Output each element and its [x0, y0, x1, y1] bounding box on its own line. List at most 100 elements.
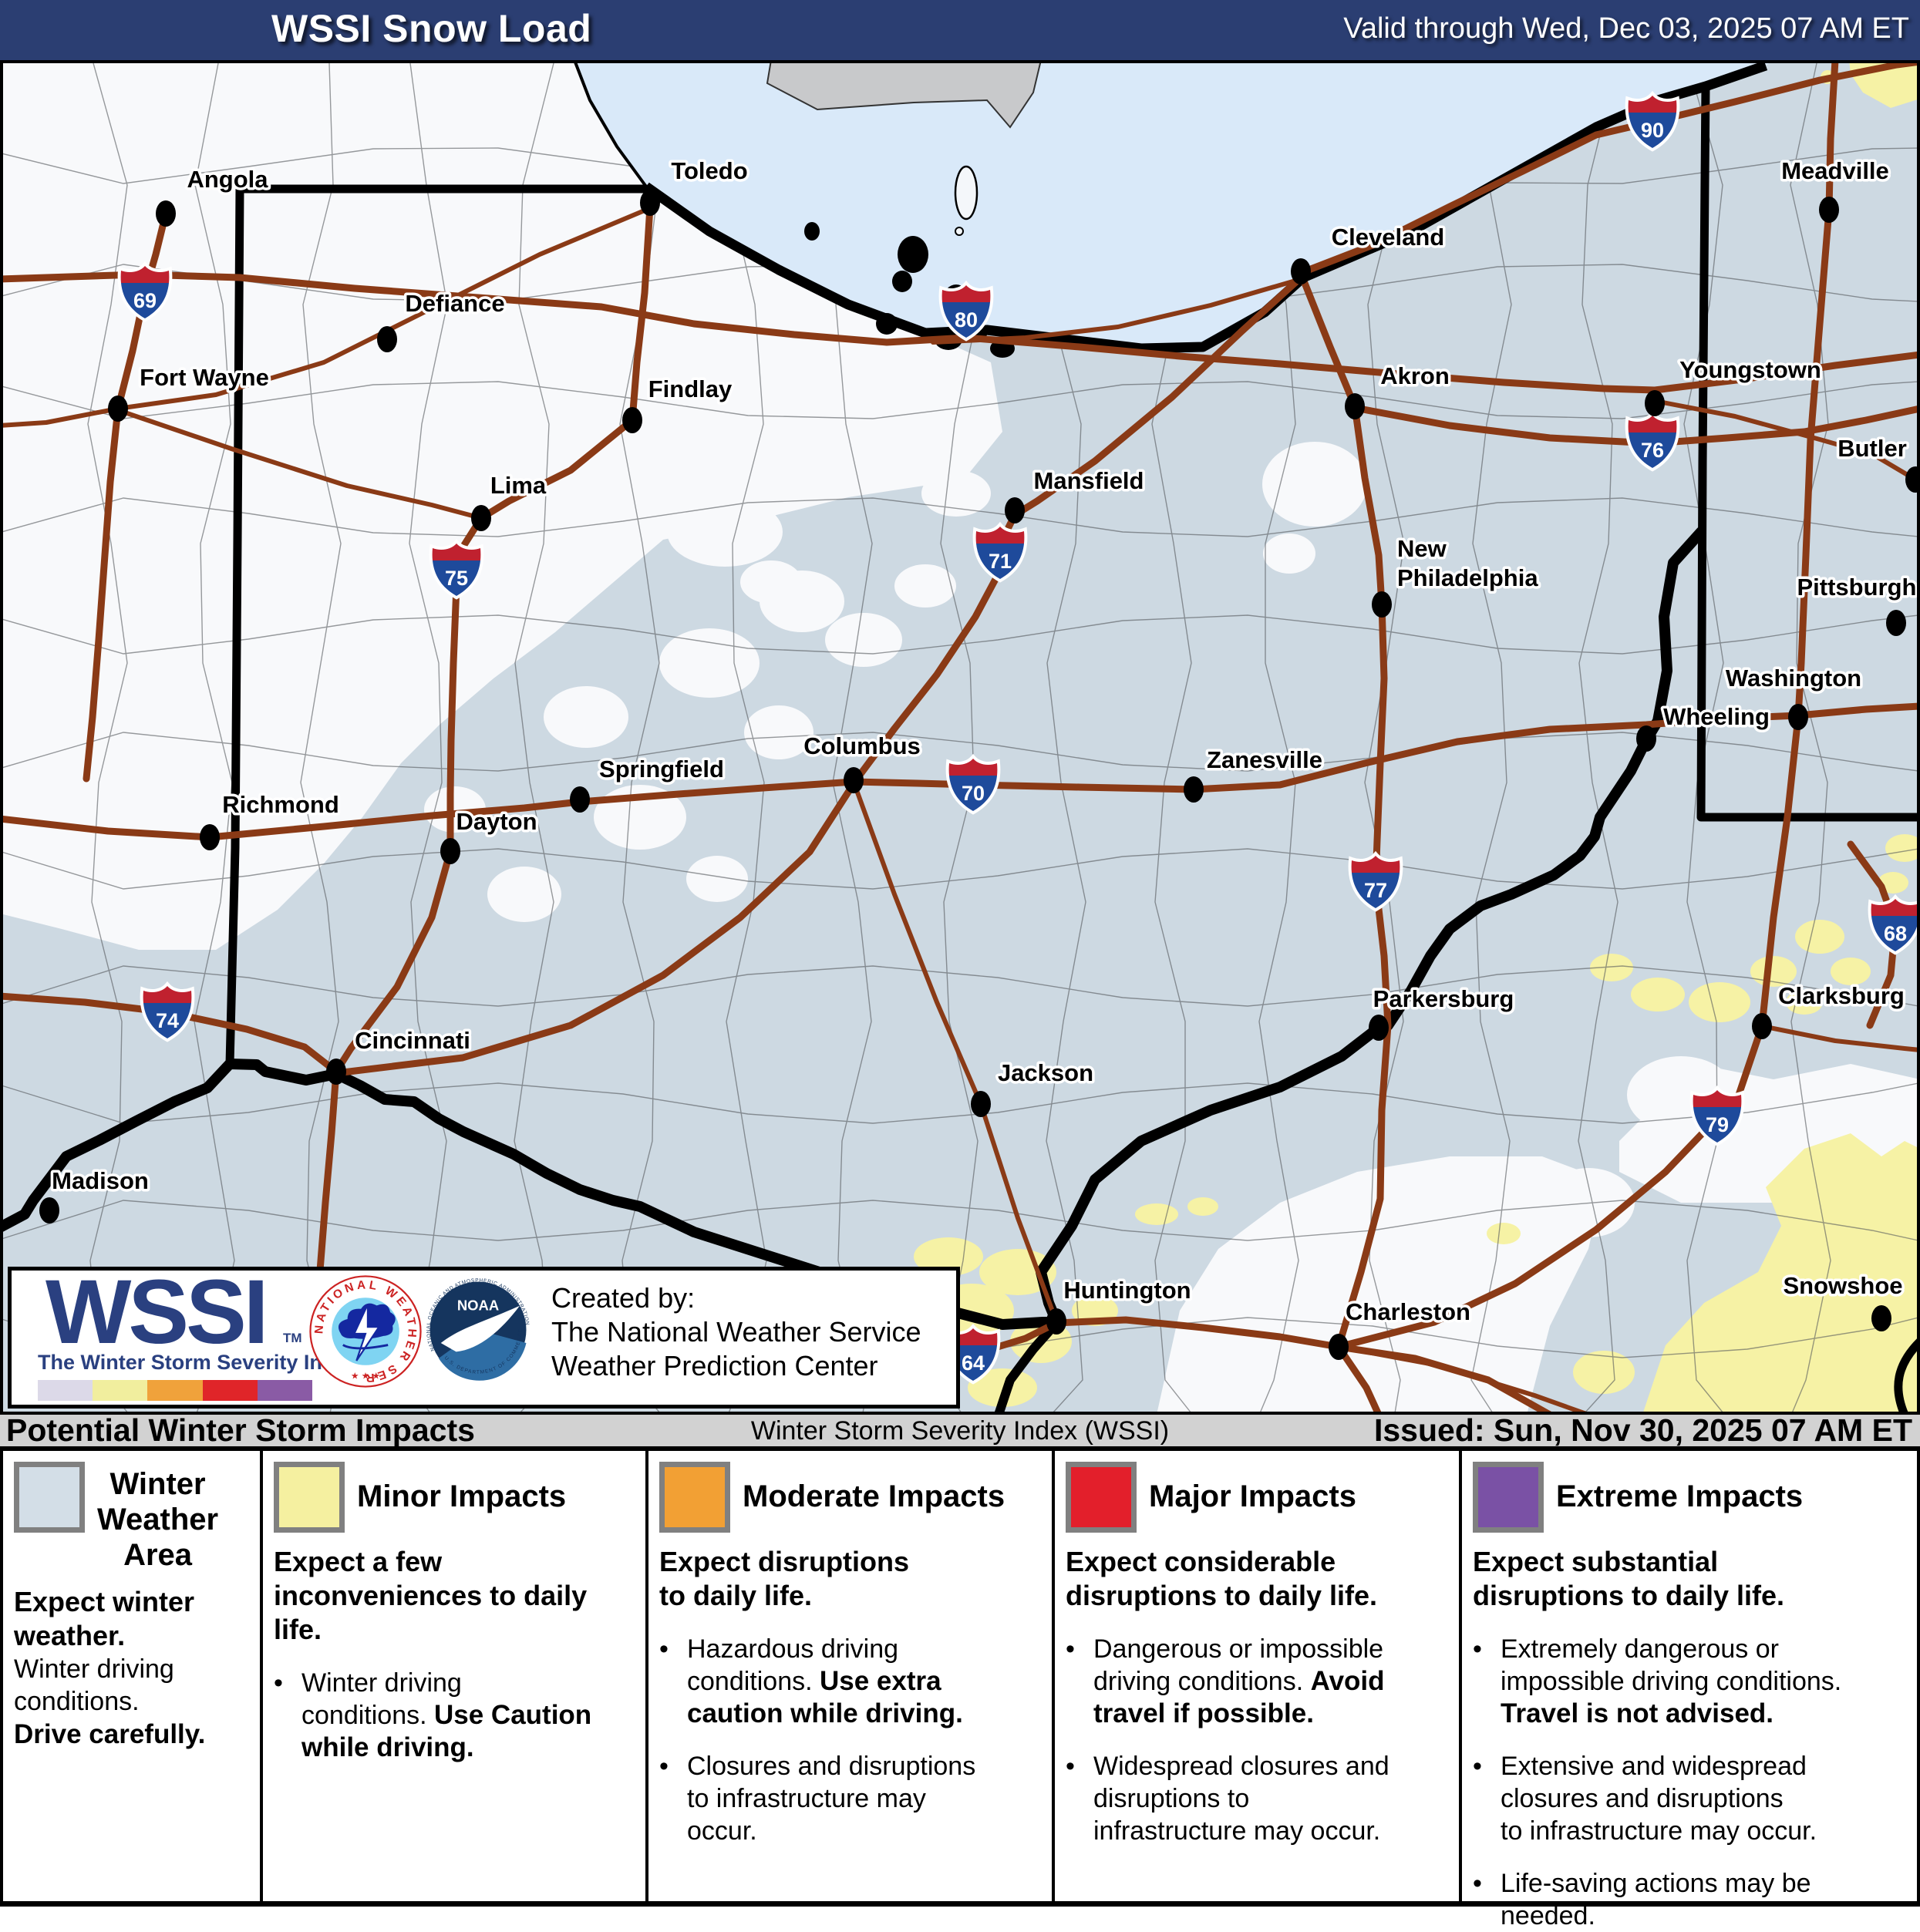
city-dot: [1184, 776, 1204, 803]
minor-impacts-region: [906, 60, 1918, 1415]
legend-bullet: Closures and disruptions to infrastructu…: [687, 1752, 976, 1846]
city-pittsburgh: Pittsburgh: [1794, 571, 1918, 636]
city-meadville: Meadville: [1779, 155, 1891, 223]
severity-strip-swatch: [202, 1380, 258, 1401]
city-dot: [1752, 1013, 1772, 1039]
city-dot: [377, 326, 397, 352]
city-label: Youngstown: [1679, 356, 1821, 383]
interstate-69-shield: 69: [121, 266, 170, 318]
legend-bullet-bold: Use extra caution while driving.: [687, 1666, 963, 1728]
legend-bullet: Dangerous or impossible driving conditio…: [1093, 1634, 1384, 1696]
header-bar: WSSI Snow Load Valid through Wed, Dec 03…: [0, 0, 1920, 60]
impact-legend: Winter Weather Area Expect winter weathe…: [0, 1451, 1920, 1930]
city-wheeling: Wheeling: [1636, 701, 1772, 752]
city-fort-wayne: Fort Wayne: [108, 362, 271, 422]
city-label: Charleston: [1346, 1298, 1470, 1325]
valid-through-text: Valid through Wed, Dec 03, 2025 07 AM ET: [1343, 12, 1909, 45]
state-borders: [2, 82, 1918, 1415]
city-label: Akron: [1380, 362, 1450, 389]
shield-number: 68: [1884, 922, 1907, 945]
city-dot: [622, 407, 642, 433]
shield-number: 69: [133, 289, 157, 312]
impact-title-bar: Potential Winter Storm Impacts Winter St…: [0, 1415, 1920, 1451]
city-label: Zanesville: [1207, 746, 1322, 773]
legend-lead: Expect disruptions to daily life.: [659, 1546, 910, 1611]
city-dot: [326, 1059, 346, 1085]
legend-bullet: Life-saving actions may be needed.: [1501, 1869, 1811, 1930]
shield-number: 90: [1641, 119, 1664, 142]
nws-stars: ★ ★ ★: [351, 1371, 380, 1381]
legend-bullet: Extensive and widespread closures and di…: [1501, 1752, 1817, 1846]
legend-winter-weather-area: Winter Weather Area Expect winter weathe…: [3, 1451, 260, 1901]
severity-strip-swatch: [257, 1380, 313, 1401]
severity-strip-swatch: [147, 1380, 203, 1401]
canada-landmass: [766, 60, 1043, 129]
city-label: Cleveland: [1332, 224, 1444, 251]
pennsylvania-border: [1696, 82, 1918, 822]
interstate-90-shield: 90: [1629, 96, 1677, 148]
city-label: Jackson: [998, 1059, 1093, 1086]
impact-bar-title: Potential Winter Storm Impacts: [6, 1412, 475, 1448]
city-madison: Madison: [39, 1165, 151, 1223]
shield-number: 70: [962, 782, 985, 805]
legend-major-impacts: Major Impacts Expect considerable disrup…: [1052, 1451, 1459, 1901]
city-dot: [844, 767, 864, 793]
shield-number: 80: [955, 308, 978, 332]
legend-extreme-impacts: Extreme Impacts Expect substantial disru…: [1459, 1451, 1920, 1930]
created-by-line: The National Weather Service: [551, 1316, 921, 1348]
city-markers: Angola Toledo Cleveland Meadville Defiance Fo…: [39, 155, 1918, 1360]
map-frame: [0, 60, 1920, 1415]
impact-bar-subtitle: Winter Storm Severity Index (WSSI): [750, 1416, 1170, 1446]
severity-color-strip: [38, 1380, 313, 1401]
minor-impacts-swatch: [274, 1462, 345, 1533]
legend-text: Winter driving conditions.: [14, 1654, 174, 1716]
city-label: Cincinnati: [355, 1027, 470, 1054]
created-by-block: Created by: The National Weather Service…: [551, 1281, 921, 1383]
shield-number: 71: [989, 550, 1012, 573]
wssi-tagline: The Winter Storm Severity Index: [38, 1351, 359, 1374]
major-impacts-swatch: [1066, 1462, 1137, 1533]
city-label: Lima: [490, 472, 547, 499]
trademark-symbol: TM: [283, 1331, 302, 1345]
moderate-impacts-swatch: [659, 1462, 730, 1533]
city-dot: [39, 1197, 59, 1223]
issued-timestamp: Issued: Sun, Nov 30, 2025 07 AM ET: [1373, 1412, 1912, 1448]
city-dot: [1871, 1305, 1891, 1331]
severity-strip-swatch: [38, 1380, 93, 1401]
city-dot: [1788, 704, 1808, 730]
city-label: Washington: [1726, 665, 1861, 692]
shield-number: 74: [156, 1009, 179, 1032]
legend-bullet: Widespread closures and disruptions to i…: [1093, 1752, 1389, 1846]
city-charleston: Charleston: [1329, 1296, 1473, 1360]
city-label: Snowshoe: [1783, 1272, 1902, 1299]
city-akron: Akron: [1345, 360, 1452, 419]
pelee-island: [954, 165, 979, 220]
city-dot: [640, 190, 660, 216]
city-dot: [108, 395, 128, 422]
city-dot: [156, 200, 176, 227]
city-dot: [471, 505, 491, 531]
city-dot: [1645, 390, 1665, 416]
city-dot: [1005, 497, 1025, 523]
city-dot: [1819, 197, 1839, 223]
city-dot: [1291, 258, 1311, 284]
interstate-shields: 90 69 80 76 75 71 70 77 68 74 79 64: [121, 96, 1920, 1381]
city-zanesville: Zanesville: [1184, 744, 1325, 803]
legend-text-bold: Drive carefully.: [14, 1719, 206, 1749]
interstate-75-shield: 75: [433, 544, 481, 596]
city-label: Meadville: [1781, 157, 1889, 184]
legend-title: Major Impacts: [1149, 1479, 1356, 1513]
city-youngstown: Youngstown: [1645, 354, 1824, 416]
city-dot: [1046, 1308, 1066, 1335]
city-findlay: Findlay: [622, 373, 736, 433]
big-sandy-river: [994, 1318, 1061, 1415]
shield-number: 79: [1706, 1113, 1729, 1136]
city-springfield: Springfield: [570, 753, 726, 813]
city-label: New: [1397, 535, 1447, 562]
interstate-70-shield: 70: [949, 759, 998, 811]
city-dot: [1372, 591, 1392, 618]
legend-lead: Expect winter weather.: [14, 1586, 195, 1651]
legend-bullet: Extremely dangerous or impossible drivin…: [1501, 1634, 1842, 1696]
